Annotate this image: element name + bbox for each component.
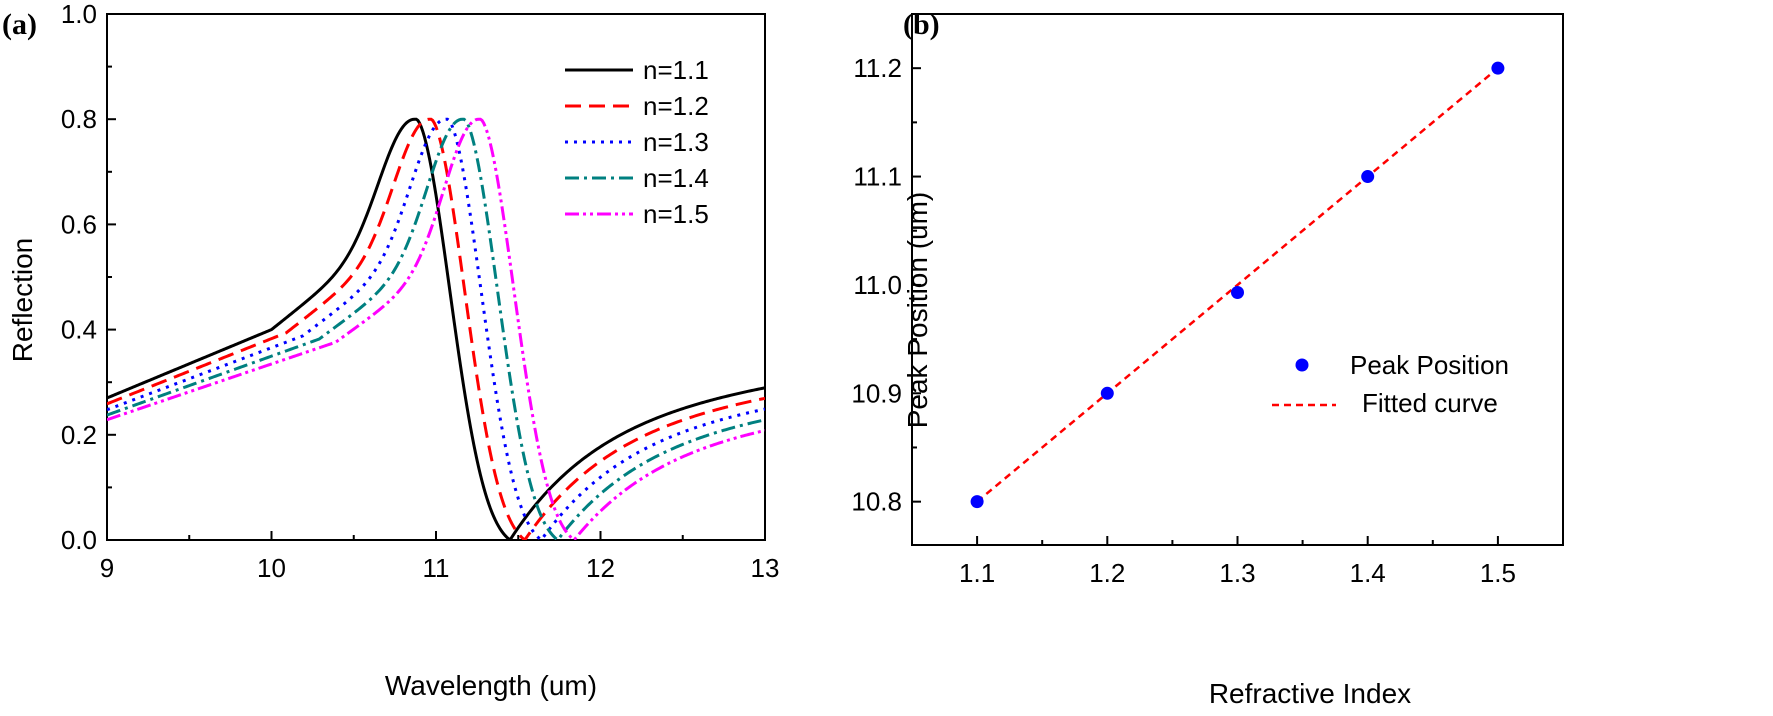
y-tick-label-b: 11.2 bbox=[853, 53, 902, 83]
legend-label-a: n=1.3 bbox=[643, 127, 709, 157]
series-line-n-1-2 bbox=[107, 117, 765, 540]
legend-label-peak-position: Peak Position bbox=[1350, 350, 1509, 380]
legend-label-a: n=1.4 bbox=[643, 163, 709, 193]
legend-label-fitted-curve: Fitted curve bbox=[1362, 388, 1498, 418]
y-tick-label-a: 0.0 bbox=[61, 525, 97, 555]
series-line-n-1-5 bbox=[107, 117, 765, 540]
peak-position-point bbox=[970, 495, 984, 509]
y-tick-label-a: 0.6 bbox=[61, 209, 97, 239]
series-line-n-1-3 bbox=[107, 117, 765, 540]
y-tick-label-a: 0.2 bbox=[61, 420, 97, 450]
series-group-a bbox=[107, 117, 765, 540]
panel-label-a: (a) bbox=[2, 8, 37, 41]
peak-position-point bbox=[1100, 386, 1114, 400]
x-tick-label-a: 10 bbox=[257, 553, 286, 583]
peak-position-point bbox=[1231, 286, 1244, 300]
series-line-n-1-4 bbox=[107, 117, 765, 540]
x-tick-label-b: 1.3 bbox=[1219, 558, 1255, 588]
y-tick-label-b: 10.8 bbox=[851, 487, 902, 517]
legend-label-a: n=1.2 bbox=[643, 91, 709, 121]
y-tick-label-a: 0.4 bbox=[61, 315, 97, 345]
x-axis-label-a: Wavelength (um) bbox=[385, 670, 597, 701]
y-tick-label-b: 11.1 bbox=[853, 162, 902, 192]
legend-label-a: n=1.5 bbox=[643, 199, 709, 229]
x-axis-label-b: Refractive Index bbox=[1209, 678, 1411, 709]
x-tick-label-a: 9 bbox=[100, 553, 114, 583]
y-tick-label-a: 1.0 bbox=[61, 0, 97, 29]
legend-label-a: n=1.1 bbox=[643, 55, 709, 85]
y-tick-label-b: 10.9 bbox=[851, 378, 902, 408]
x-tick-label-b: 1.5 bbox=[1480, 558, 1516, 588]
x-tick-label-a: 12 bbox=[586, 553, 615, 583]
series-line-n-1-1 bbox=[107, 117, 765, 540]
chart-a: 9 10 11 12 13 0.0 0.2 0.4 0.6 0.8 1.0 n=1.1 n=1.2 n=1… bbox=[61, 0, 780, 583]
y-axis-label-a: Reflection bbox=[7, 238, 38, 363]
y-tick-label-b: 11.0 bbox=[853, 270, 902, 300]
x-tick-label-a: 13 bbox=[751, 553, 780, 583]
x-tick-label-b: 1.1 bbox=[959, 558, 995, 588]
fitted-curve-line bbox=[976, 67, 1499, 503]
peak-position-point bbox=[1361, 170, 1375, 184]
legend-marker-peak-position bbox=[1295, 358, 1309, 372]
y-tick-label-a: 0.8 bbox=[61, 104, 97, 134]
y-axis-label-b: Peak Position (um) bbox=[902, 192, 933, 429]
panel-label-b: (b) bbox=[903, 8, 940, 41]
x-tick-label-a: 11 bbox=[423, 553, 450, 583]
chart-b: 1.1 1.2 1.3 1.4 1.5 10.8 10.9 11.0 11.1 11.2 Peak … bbox=[851, 13, 1564, 588]
x-tick-label-b: 1.4 bbox=[1350, 558, 1386, 588]
x-tick-label-b: 1.2 bbox=[1089, 558, 1125, 588]
peak-position-point bbox=[1491, 61, 1505, 75]
